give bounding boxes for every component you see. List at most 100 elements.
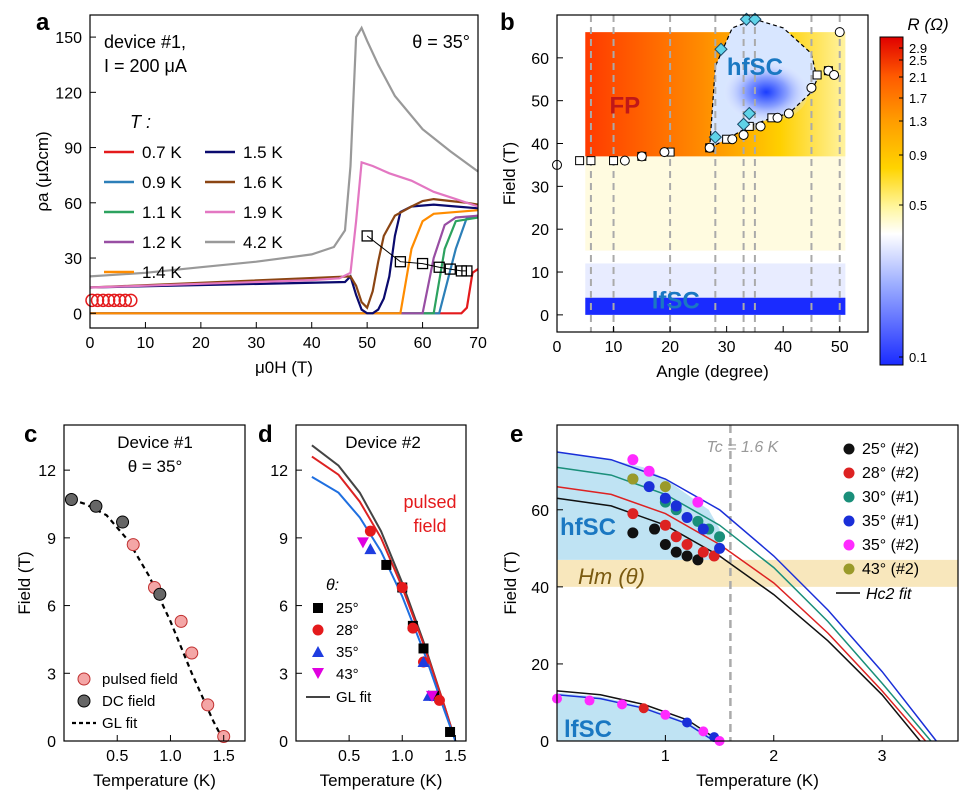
hc2-marker (90, 293, 105, 308)
data-point-e35a (714, 542, 726, 554)
data-point-dc (89, 499, 103, 513)
hfsc-diamond (708, 130, 723, 144)
data-point-d43 (426, 690, 438, 702)
colorbar-tick-label: 0.9 (909, 148, 927, 163)
data-point-d35 (364, 543, 377, 555)
data-point-e28 (708, 550, 720, 562)
y-tick-label: 40 (531, 137, 549, 154)
boundary-square (575, 156, 585, 166)
panel-title: Device #1 (117, 433, 193, 452)
colorbar-tick-label: 2.5 (909, 53, 927, 68)
data-point-dc (153, 587, 167, 601)
data-point-pulsed (174, 614, 188, 628)
legend-label: 1.2 K (142, 233, 182, 252)
x-tick-label: 20 (661, 339, 679, 356)
y-axis-label: Field (T) (501, 551, 520, 614)
x-tick-label: 40 (774, 339, 792, 356)
colorbar-tick-label: 0.5 (909, 198, 927, 213)
panel-title: Device #2 (345, 433, 421, 452)
panel-a: a 0 10 20 30 40 50 60 70 0 30 60 90 120 150 μ0H (T) ρa (… (33, 9, 487, 377)
legend-marker-e30 (843, 491, 855, 503)
y-tick-label: 0 (47, 734, 56, 751)
y-tick-label: 12 (270, 463, 288, 480)
y-tick-label: 6 (279, 599, 288, 616)
data-point-d25 (418, 643, 429, 654)
hc2-marker (118, 293, 133, 308)
x-axis-label: Temperature (K) (696, 771, 819, 790)
y-tick-label: 40 (531, 580, 549, 597)
y-tick-label: 30 (531, 179, 549, 196)
tc-label: Tc = 1.6 K (706, 439, 779, 456)
data-point-e28 (697, 546, 709, 558)
legend-label: 1.5 K (243, 143, 283, 162)
y-tick-label: 20 (531, 657, 549, 674)
boundary-circle (636, 151, 647, 162)
legend-label: 1.6 K (243, 173, 283, 192)
lf-data-point (638, 703, 649, 714)
legend-label: 25° (#2) (862, 441, 919, 458)
y-tick-label: 50 (531, 94, 549, 111)
data-point-e35b (643, 465, 655, 477)
boundary-square (812, 70, 822, 80)
legend-marker-35 (312, 646, 324, 657)
x-tick-label: 20 (192, 335, 210, 352)
x-tick-label: 0.5 (338, 748, 360, 765)
series-line-t15 (89, 203, 479, 315)
legend-label: 28° (#2) (862, 465, 919, 482)
hc2-fit-curve-e28 (556, 485, 927, 742)
boundary-circle (704, 142, 715, 153)
x-tick-label: 1 (661, 748, 670, 765)
legend-marker-e35b (843, 539, 855, 551)
data-point-d25 (445, 726, 456, 737)
boundary-circle (829, 69, 840, 80)
legend-marker-pulsed (77, 672, 91, 686)
colorbar-tick-label: 2.9 (909, 41, 927, 56)
legend-label: 35° (#1) (862, 513, 919, 530)
hc2-fit-curve-e30 (556, 466, 932, 742)
boundary-circle (738, 129, 749, 140)
plot-frame (556, 14, 869, 333)
lf-data-point (682, 717, 693, 728)
boundary-circle (659, 147, 670, 158)
x-tick-label: 40 (303, 335, 321, 352)
panel-b: b FP hfSC lfSC 0 10 20 30 40 50 0 10 20 30 40 50 60 Angle… (500, 9, 949, 381)
x-tick-label: 60 (414, 335, 432, 352)
lfsc-band (557, 692, 720, 741)
annotation-line: device #1, (104, 32, 186, 52)
y-tick-label: 3 (279, 666, 288, 683)
data-point-d28 (396, 582, 408, 594)
data-point-e35b (692, 496, 704, 508)
y-tick-label: 30 (64, 251, 82, 268)
x-tick-label: 0 (553, 339, 562, 356)
data-point-e25 (627, 527, 639, 539)
y-axis-label: ρa (μΩcm) (33, 131, 52, 211)
band-label-lfsc: lfSC (564, 716, 612, 743)
hm-marker (394, 256, 407, 268)
hm-marker (416, 257, 429, 270)
legend-title: T : (130, 112, 151, 132)
boundary-circle (834, 27, 845, 38)
y-tick-label: 60 (531, 503, 549, 520)
legend-marker-e35a (843, 515, 855, 527)
data-point-e28 (627, 508, 639, 520)
plot-frame (556, 424, 959, 742)
panel-letter: b (500, 9, 515, 36)
hc2-marker (112, 293, 127, 308)
region-label-fp: FP (610, 93, 641, 120)
panel-letter: e (510, 421, 523, 448)
hc2-marker (85, 293, 99, 308)
plot-frame (295, 424, 467, 742)
hfsc-diamond (714, 42, 728, 56)
boundary-square (609, 156, 619, 166)
x-axis-label: μ0H (T) (255, 358, 313, 377)
boundary-circle (619, 155, 630, 166)
data-point-pulsed (185, 646, 199, 660)
region-label-hfsc: hfSC (727, 54, 783, 81)
data-point-d28 (364, 525, 376, 537)
data-point-e28 (659, 519, 671, 531)
data-point-e30 (714, 531, 726, 543)
legend-label: 35° (#2) (862, 537, 919, 554)
colorbar-tick-label: 1.3 (909, 114, 927, 129)
colorbar-tick-label: 1.7 (909, 91, 927, 106)
x-tick-label: 70 (469, 335, 487, 352)
